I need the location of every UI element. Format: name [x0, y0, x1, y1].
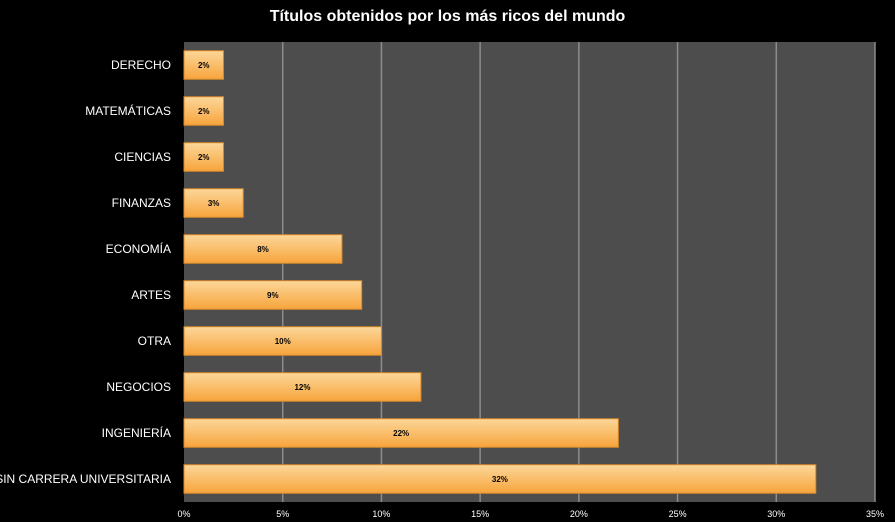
category-label: DERECHO — [111, 58, 171, 72]
data-label: 2% — [198, 107, 210, 116]
category-label: MATEMÁTICAS — [85, 103, 171, 118]
x-tick-label: 15% — [471, 509, 489, 519]
data-label: 2% — [198, 153, 210, 162]
bar — [183, 50, 224, 80]
category-label: OTRA — [138, 334, 171, 348]
category-label: NEGOCIOS — [106, 380, 171, 394]
category-label: CIENCIAS — [114, 150, 171, 164]
category-label: ECONOMÍA — [106, 241, 171, 256]
category-labels: DERECHO MATEMÁTICAS CIENCIAS FINANZAS ECONOM… — [0, 58, 171, 486]
bar — [183, 234, 343, 264]
bar — [183, 280, 363, 310]
x-tick-label: 20% — [570, 509, 588, 519]
x-tick-label: 35% — [866, 509, 884, 519]
category-label: ARTES — [131, 288, 171, 302]
data-label: 9% — [267, 291, 279, 300]
bar — [183, 142, 224, 172]
data-label: 3% — [208, 199, 220, 208]
x-tick-label: 10% — [372, 509, 390, 519]
x-tick-label: 0% — [177, 509, 190, 519]
data-label: 8% — [257, 245, 269, 254]
category-label: FINANZAS — [112, 196, 171, 210]
x-tick-label: 5% — [276, 509, 289, 519]
bar — [183, 372, 422, 402]
x-tick-labels: 0% 5% 10% 15% 20% 25% 30% 35% — [177, 509, 884, 519]
bars: 2% 2% 2% 3% 8% 9% 10% 12% 22% 32% — [183, 50, 817, 494]
data-label: 10% — [275, 337, 291, 346]
bar — [183, 326, 382, 356]
chart-title: Títulos obtenidos por los más ricos del … — [269, 8, 626, 25]
bar — [183, 96, 224, 126]
data-label: 2% — [198, 61, 210, 70]
bar — [183, 418, 619, 448]
bar — [183, 464, 817, 494]
data-label: 32% — [492, 475, 508, 484]
category-label: INGENIERÍA — [102, 425, 171, 440]
bar — [183, 188, 244, 218]
x-tick-label: 30% — [767, 509, 785, 519]
data-label: 12% — [294, 383, 310, 392]
x-tick-label: 25% — [669, 509, 687, 519]
category-label: SIN CARRERA UNIVERSITARIA — [0, 472, 171, 486]
data-label: 22% — [393, 429, 409, 438]
